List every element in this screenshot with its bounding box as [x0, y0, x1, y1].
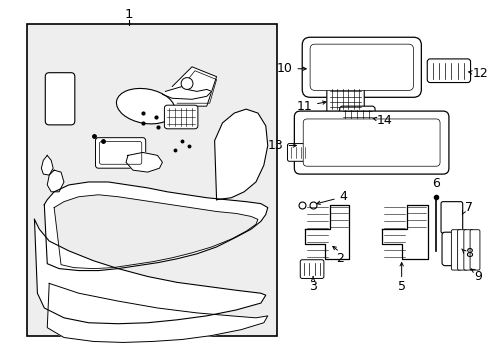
Polygon shape	[172, 67, 216, 106]
Bar	[26, 24, 276, 336]
Text: 7: 7	[464, 201, 472, 214]
Polygon shape	[34, 219, 265, 324]
FancyBboxPatch shape	[441, 232, 465, 266]
FancyBboxPatch shape	[45, 73, 75, 125]
FancyBboxPatch shape	[164, 105, 198, 129]
Polygon shape	[381, 204, 427, 259]
FancyBboxPatch shape	[287, 144, 308, 161]
FancyBboxPatch shape	[450, 230, 460, 270]
Polygon shape	[47, 283, 267, 342]
Text: 8: 8	[464, 247, 472, 260]
FancyBboxPatch shape	[427, 59, 469, 82]
FancyBboxPatch shape	[469, 230, 479, 270]
Circle shape	[181, 78, 193, 89]
Polygon shape	[47, 170, 64, 192]
Polygon shape	[54, 195, 257, 269]
Polygon shape	[305, 204, 349, 259]
Text: 2: 2	[335, 252, 343, 265]
Text: 1: 1	[124, 8, 133, 21]
Text: 4: 4	[316, 190, 347, 204]
FancyBboxPatch shape	[339, 106, 374, 130]
Text: 6: 6	[431, 177, 439, 190]
Text: 13: 13	[267, 139, 296, 152]
FancyBboxPatch shape	[300, 260, 323, 278]
Ellipse shape	[116, 89, 175, 124]
Polygon shape	[162, 86, 211, 99]
FancyBboxPatch shape	[99, 141, 142, 164]
FancyBboxPatch shape	[457, 230, 467, 270]
Text: 14: 14	[372, 114, 392, 127]
FancyBboxPatch shape	[95, 138, 145, 168]
FancyBboxPatch shape	[303, 119, 439, 166]
Polygon shape	[41, 156, 53, 175]
Polygon shape	[214, 109, 267, 200]
Polygon shape	[126, 152, 162, 172]
Text: 10: 10	[276, 62, 305, 75]
Text: 3: 3	[308, 280, 316, 293]
Text: 5: 5	[397, 280, 405, 293]
FancyBboxPatch shape	[294, 111, 448, 174]
Text: 12: 12	[468, 67, 488, 80]
FancyBboxPatch shape	[309, 44, 413, 90]
Polygon shape	[44, 182, 267, 271]
FancyBboxPatch shape	[326, 85, 364, 113]
FancyBboxPatch shape	[440, 202, 462, 233]
Text: 9: 9	[473, 270, 481, 283]
Text: 11: 11	[296, 100, 325, 113]
FancyBboxPatch shape	[302, 37, 421, 97]
FancyBboxPatch shape	[463, 230, 473, 270]
